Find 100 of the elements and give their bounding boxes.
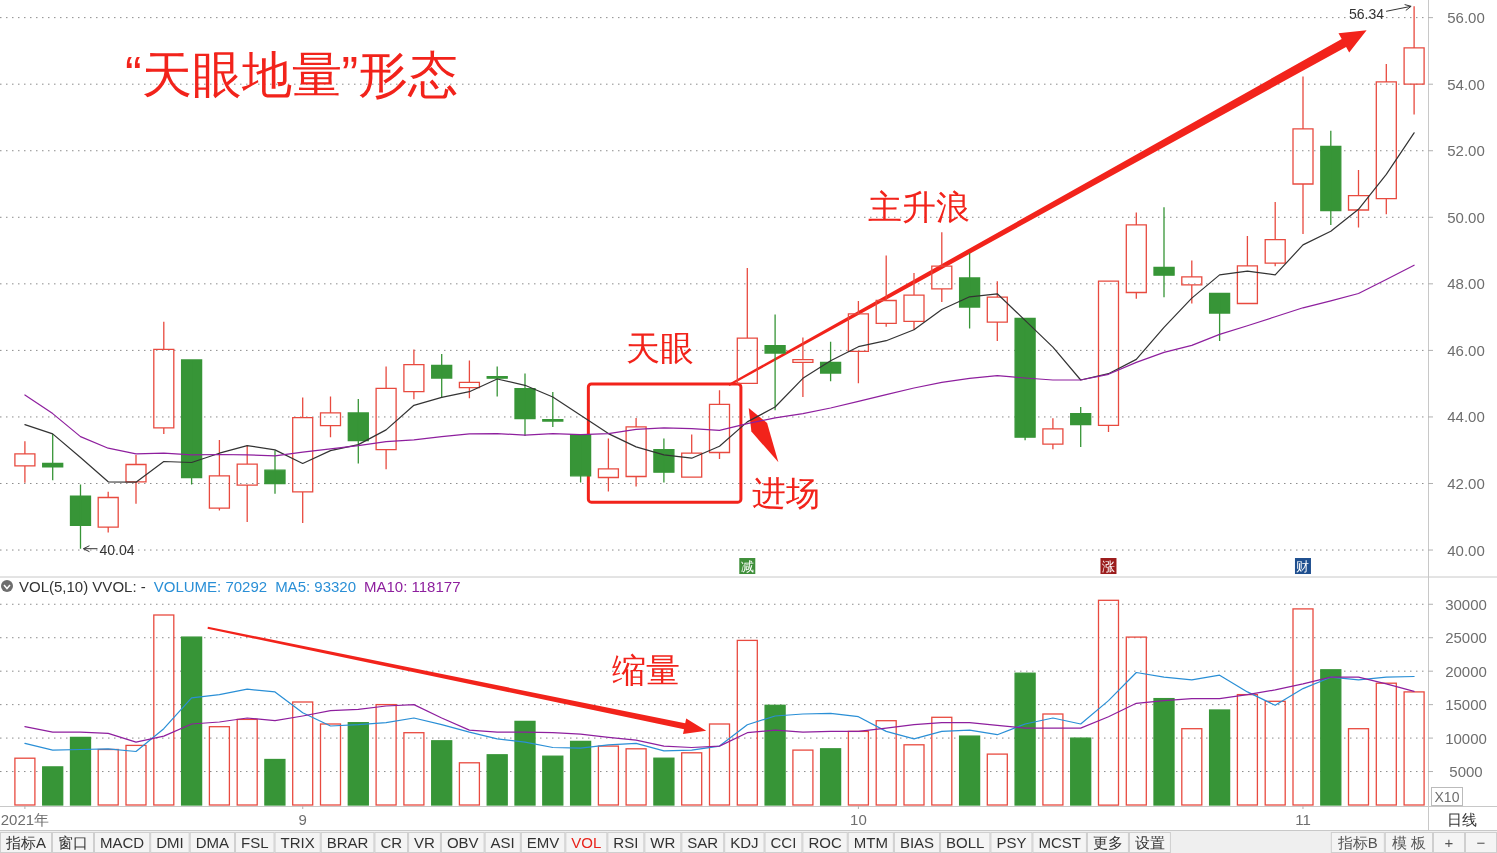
annotation: 56.34 — [1349, 6, 1385, 23]
bar — [458, 762, 481, 806]
chart-title: VOL(5,10) VVOL: - — [19, 577, 146, 595]
candlestick — [1347, 169, 1370, 229]
candlestick — [514, 372, 536, 437]
tab: VOL — [565, 832, 608, 853]
candlestick — [486, 365, 508, 398]
candlestick — [1125, 211, 1147, 300]
candlestick — [97, 491, 119, 534]
candlestick — [1292, 75, 1314, 235]
y-tick-label: 52.00 — [1447, 142, 1485, 160]
candlestick — [542, 391, 564, 428]
bar — [208, 726, 231, 806]
bar — [1208, 709, 1231, 806]
bar — [1042, 713, 1064, 806]
tab: OBV — [440, 832, 485, 853]
candlestick — [375, 365, 397, 470]
y-tick-label: 54.00 — [1447, 75, 1485, 93]
tab: ROC — [802, 832, 848, 853]
candlestick — [597, 437, 620, 493]
bar — [236, 718, 258, 806]
bar — [42, 766, 64, 806]
bar — [903, 744, 925, 806]
tab: BRAR — [320, 832, 375, 853]
tab: BIAS — [893, 832, 941, 853]
candlestick — [264, 449, 286, 495]
bar — [292, 701, 314, 806]
bar — [1292, 608, 1314, 806]
candlestick — [653, 437, 675, 484]
candlestick — [569, 433, 592, 484]
tab: 模 板 — [1384, 832, 1433, 853]
bar — [14, 757, 36, 806]
tab: SAR — [681, 832, 725, 853]
bar — [1014, 672, 1036, 806]
bar — [708, 723, 731, 806]
bar — [569, 740, 592, 806]
annotation: 天眼 — [625, 329, 694, 368]
candlestick — [1070, 406, 1092, 448]
bar — [1125, 636, 1147, 806]
bar — [319, 723, 342, 806]
candlestick — [1208, 292, 1231, 342]
annotation: VOLUME: 70292 — [153, 577, 268, 595]
bar — [69, 736, 92, 806]
line-series — [24, 264, 1415, 457]
candlestick — [42, 433, 64, 481]
candlestick — [319, 395, 342, 438]
bar — [736, 639, 758, 806]
bar — [153, 614, 175, 806]
candlestick — [792, 336, 814, 398]
tab: MTM — [847, 832, 894, 853]
annotation: 缩量 — [611, 650, 680, 689]
candlestick — [625, 417, 647, 488]
candlestick — [403, 348, 425, 400]
tab: − — [1465, 832, 1497, 853]
candlestick — [903, 272, 925, 331]
annotation: 进场 — [752, 474, 821, 513]
candlestick — [14, 440, 36, 484]
tab: BOLL — [940, 832, 991, 853]
bar — [597, 745, 620, 806]
tab: EMV — [520, 832, 566, 853]
candlestick — [986, 280, 1008, 342]
bar — [1097, 599, 1120, 806]
tab: KDJ — [724, 832, 765, 853]
bar — [486, 754, 508, 806]
tab: TRIX — [274, 832, 321, 853]
tab: VR — [408, 832, 441, 853]
text: “天眼地量”形态 — [124, 47, 459, 104]
candlestick — [847, 300, 870, 384]
candlestick — [1320, 130, 1342, 226]
bar — [1070, 737, 1092, 806]
bar — [958, 735, 981, 806]
y-tick-label: 30000 — [1445, 595, 1487, 613]
bar — [1403, 691, 1425, 806]
candlestick — [819, 341, 842, 382]
tab: ASI — [484, 832, 521, 853]
bar — [1375, 682, 1397, 806]
bar — [819, 748, 842, 806]
tab: 设置 — [1128, 832, 1171, 853]
tab: 窗口 — [52, 832, 94, 853]
candlestick — [1042, 417, 1064, 450]
bar — [1347, 728, 1370, 806]
bar — [1181, 728, 1203, 806]
y-tick-label: 56.00 — [1447, 9, 1485, 27]
candlestick — [292, 396, 314, 524]
y-tick-label: 44.00 — [1447, 408, 1485, 426]
y-tick-label: 15000 — [1445, 696, 1487, 714]
y-tick-label: 20000 — [1445, 662, 1487, 680]
text: 日线 — [1447, 810, 1477, 828]
candlestick — [153, 321, 175, 435]
candlestick — [1181, 259, 1203, 305]
bar — [1236, 693, 1259, 806]
tab: 指标A — [0, 832, 52, 853]
bar — [792, 749, 814, 806]
tab: PSY — [990, 832, 1033, 853]
annotation: 主升浪 — [867, 187, 970, 226]
tab: WR — [644, 832, 682, 853]
x-tick-label: 11 — [1295, 810, 1311, 828]
tab: + — [1433, 832, 1465, 853]
tab: 指标B — [1330, 832, 1385, 853]
bar — [847, 730, 870, 806]
